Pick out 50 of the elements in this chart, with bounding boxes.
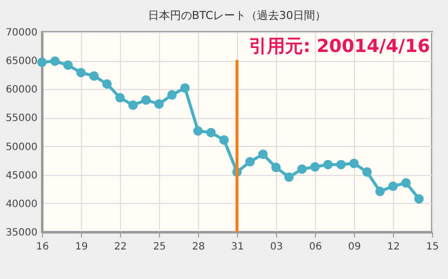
x-tick-label: 16 (36, 242, 49, 252)
y-tick-label: 55000 (6, 113, 38, 124)
point (167, 90, 177, 100)
point (375, 186, 385, 196)
point (89, 71, 99, 81)
y-tick-label: 60000 (6, 84, 38, 96)
point (63, 60, 73, 70)
point (128, 100, 138, 110)
y-tick-label: 70000 (6, 28, 38, 38)
y-tick-label: 65000 (6, 56, 38, 68)
x-tick-label: 31 (231, 242, 244, 252)
x-tick-label: 28 (192, 242, 205, 252)
point (193, 126, 203, 136)
point (115, 92, 125, 102)
point (206, 128, 216, 138)
point (349, 158, 359, 168)
point (336, 160, 346, 170)
point (154, 99, 164, 109)
point (180, 83, 190, 93)
y-tick-label: 40000 (6, 198, 38, 210)
point (271, 162, 281, 172)
point (323, 160, 333, 170)
point (245, 156, 255, 166)
x-tick-label: 06 (309, 242, 322, 252)
point (50, 56, 60, 66)
point (362, 167, 372, 177)
point (102, 79, 112, 89)
y-tick-label: 50000 (6, 142, 38, 153)
point (258, 150, 268, 160)
x-tick-label: 25 (153, 242, 166, 252)
point (388, 182, 398, 192)
x-tick-label: 03 (270, 242, 283, 252)
chart-title: 日本円のBTCレート（過去30日間） (148, 9, 326, 22)
point (284, 172, 294, 182)
point (141, 95, 151, 105)
y-tick-label: 35000 (6, 228, 38, 238)
x-tick-label: 09 (348, 242, 361, 252)
point (297, 164, 307, 174)
point (76, 68, 86, 78)
point (414, 194, 424, 204)
point (401, 178, 411, 188)
point (310, 162, 320, 172)
point (37, 58, 47, 68)
x-tick-label: 15 (426, 242, 439, 252)
point (219, 135, 229, 145)
x-tick-label: 19 (75, 242, 88, 252)
x-tick-label: 22 (114, 242, 127, 252)
y-tick-label: 45000 (6, 170, 38, 182)
annotation: 引用元: 20014/4/16 (249, 36, 430, 57)
x-tick-label: 12 (387, 242, 400, 252)
